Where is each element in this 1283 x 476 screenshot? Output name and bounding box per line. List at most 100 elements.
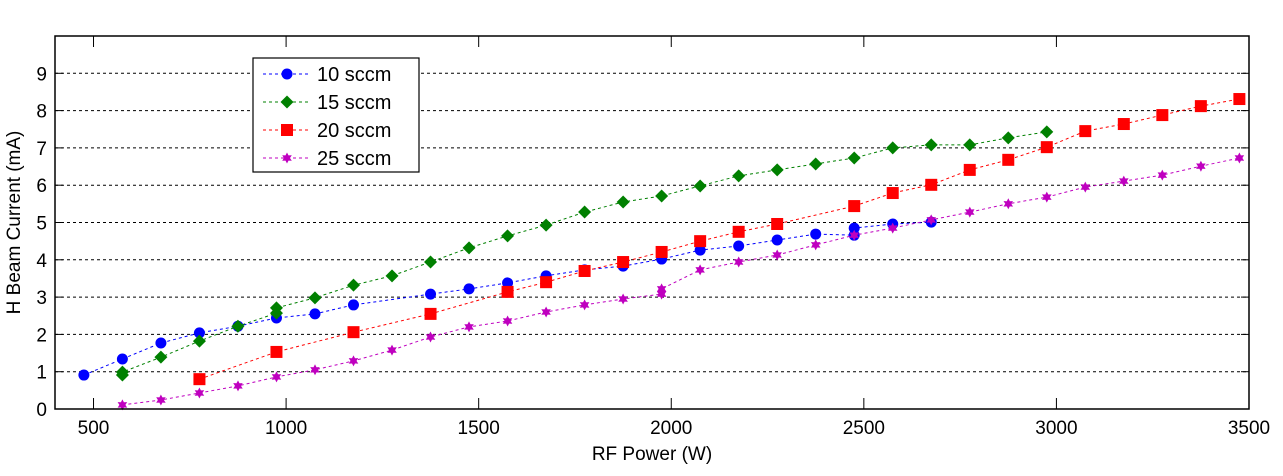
x-tick-label: 1000	[265, 418, 307, 439]
y-tick-label: 0	[36, 400, 47, 421]
data-point	[578, 205, 592, 219]
data-point	[502, 315, 513, 327]
data-point	[733, 256, 744, 268]
data-point	[78, 369, 90, 381]
series-line	[83, 221, 932, 376]
data-point	[1002, 153, 1015, 166]
y-tick-label: 5	[36, 214, 47, 235]
data-point	[1196, 160, 1206, 172]
data-point	[810, 239, 821, 251]
data-point	[310, 364, 320, 376]
legend-label: 10 sccm	[317, 64, 391, 86]
data-point	[849, 229, 859, 241]
data-point	[655, 245, 668, 258]
data-point	[1040, 141, 1053, 154]
data-point	[501, 285, 514, 298]
data-point	[924, 138, 938, 152]
data-point	[463, 283, 475, 295]
series-25-sccm	[117, 152, 1245, 411]
data-point	[116, 353, 128, 365]
data-point	[733, 240, 745, 252]
data-point	[425, 331, 436, 343]
data-point	[693, 179, 707, 193]
y-tick-label: 1	[36, 363, 47, 384]
data-point	[809, 157, 823, 171]
axis-ticks: 0 1 2 3 4 5 6 7 8 9 500 1000 1500 2000 2500 3000 3500	[36, 36, 1270, 439]
legend-marker	[281, 68, 293, 80]
legend-label: 20 sccm	[317, 120, 391, 142]
legend-label: 15 sccm	[317, 92, 391, 114]
x-axis-title: RF Power (W)	[592, 444, 712, 465]
data-point	[694, 244, 706, 256]
series-line	[121, 131, 1047, 376]
data-point	[848, 222, 860, 234]
data-point	[656, 283, 667, 295]
data-point	[194, 387, 205, 399]
x-tick-label: 2000	[650, 418, 692, 439]
y-tick-label: 6	[36, 176, 47, 197]
data-point	[925, 178, 938, 191]
data-point	[1003, 198, 1013, 210]
data-point	[347, 278, 360, 292]
data-point	[424, 307, 437, 320]
data-point	[387, 344, 397, 356]
data-point	[115, 365, 129, 379]
data-point	[348, 355, 359, 367]
data-point	[926, 214, 936, 226]
data-point	[231, 319, 245, 333]
data-point	[501, 229, 515, 243]
y-tick-label: 4	[36, 251, 47, 272]
data-point	[888, 222, 898, 234]
data-point	[655, 189, 669, 203]
series-line	[122, 157, 1240, 406]
data-point	[848, 200, 861, 213]
data-point	[117, 399, 128, 411]
data-point	[1234, 152, 1245, 164]
data-point	[732, 169, 746, 183]
legend-box	[252, 57, 420, 173]
data-point	[1119, 175, 1129, 187]
data-point	[771, 234, 783, 246]
data-point	[771, 217, 784, 230]
legend-marker	[281, 124, 293, 136]
y-tick-label: 8	[36, 102, 47, 123]
data-point	[541, 306, 551, 318]
y-tick-label: 9	[36, 64, 47, 85]
data-point	[347, 326, 360, 339]
data-point	[810, 228, 822, 240]
data-point	[847, 151, 861, 165]
x-tick-label: 500	[78, 418, 110, 439]
data-point	[462, 241, 476, 255]
y-axis-title: H Beam Current (mA)	[4, 131, 25, 315]
x-tick-label: 1500	[458, 418, 500, 439]
data-point	[1233, 93, 1246, 106]
data-point	[772, 249, 782, 261]
data-point	[1157, 169, 1168, 181]
data-point	[886, 187, 899, 200]
data-point	[192, 334, 206, 348]
data-point	[695, 264, 705, 276]
legend-label: 25 sccm	[317, 148, 391, 170]
data-point	[616, 195, 630, 209]
legend-item: 20 sccm	[263, 120, 391, 142]
data-point	[578, 264, 591, 277]
data-point	[540, 276, 553, 289]
data-point	[617, 256, 630, 269]
data-point	[348, 299, 359, 311]
data-point	[963, 163, 976, 176]
data-point	[963, 138, 977, 152]
data-point	[193, 373, 206, 386]
data-point	[1080, 181, 1091, 193]
data-point	[1156, 109, 1169, 122]
legend-marker	[280, 95, 294, 109]
data-point	[1001, 131, 1015, 145]
data-point	[155, 337, 167, 349]
data-point	[425, 288, 437, 300]
data-point	[770, 163, 784, 177]
data-point	[618, 293, 628, 305]
series-20-sccm	[193, 93, 1246, 386]
data-point	[886, 141, 900, 155]
data-point	[1117, 118, 1130, 131]
legend-item: 15 sccm	[263, 92, 391, 114]
